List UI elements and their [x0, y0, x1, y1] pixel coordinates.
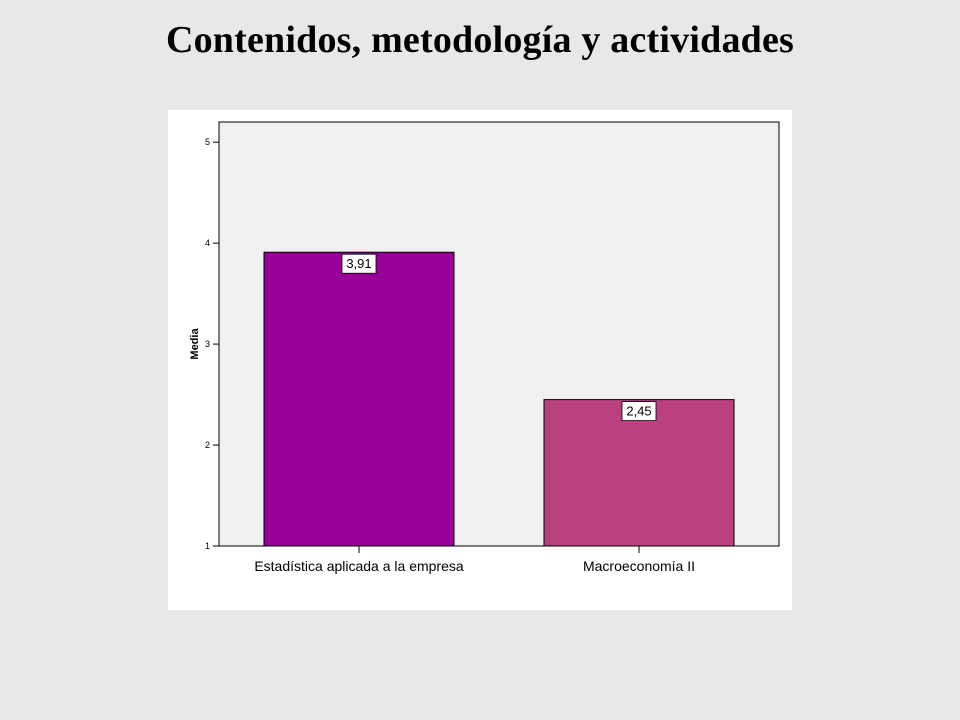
- y-tick-label: 3: [205, 339, 210, 349]
- data-label: 2,45: [626, 404, 651, 419]
- y-tick-label: 5: [205, 137, 210, 147]
- x-tick-label: Macroeconomía II: [583, 558, 695, 574]
- y-axis: 1 2 3 4 5: [205, 137, 219, 551]
- x-tick-label: Estadística aplicada a la empresa: [254, 558, 464, 574]
- bar: [543, 399, 735, 547]
- data-label-box: [621, 401, 657, 422]
- y-axis-title: Media: [189, 328, 201, 360]
- y-tick-label: 4: [205, 238, 210, 248]
- y-tick-label: 2: [205, 440, 210, 450]
- bar-chart: 1 2 3 4 5 Estadística aplicada a la empresa M…: [189, 121, 780, 574]
- slide-title: Contenidos, metodología y actividades: [165, 19, 795, 61]
- chart-panel: 1 2 3 4 5 Estadística aplicada a la empresa M…: [168, 110, 792, 610]
- data-label: 3,91: [346, 256, 371, 271]
- data-label-box: [341, 253, 377, 274]
- y-tick-label: 1: [205, 541, 210, 551]
- bar: [263, 251, 455, 547]
- bars: 3,91 2,45: [263, 251, 735, 547]
- x-axis: Estadística aplicada a la empresa Macroec…: [254, 546, 695, 574]
